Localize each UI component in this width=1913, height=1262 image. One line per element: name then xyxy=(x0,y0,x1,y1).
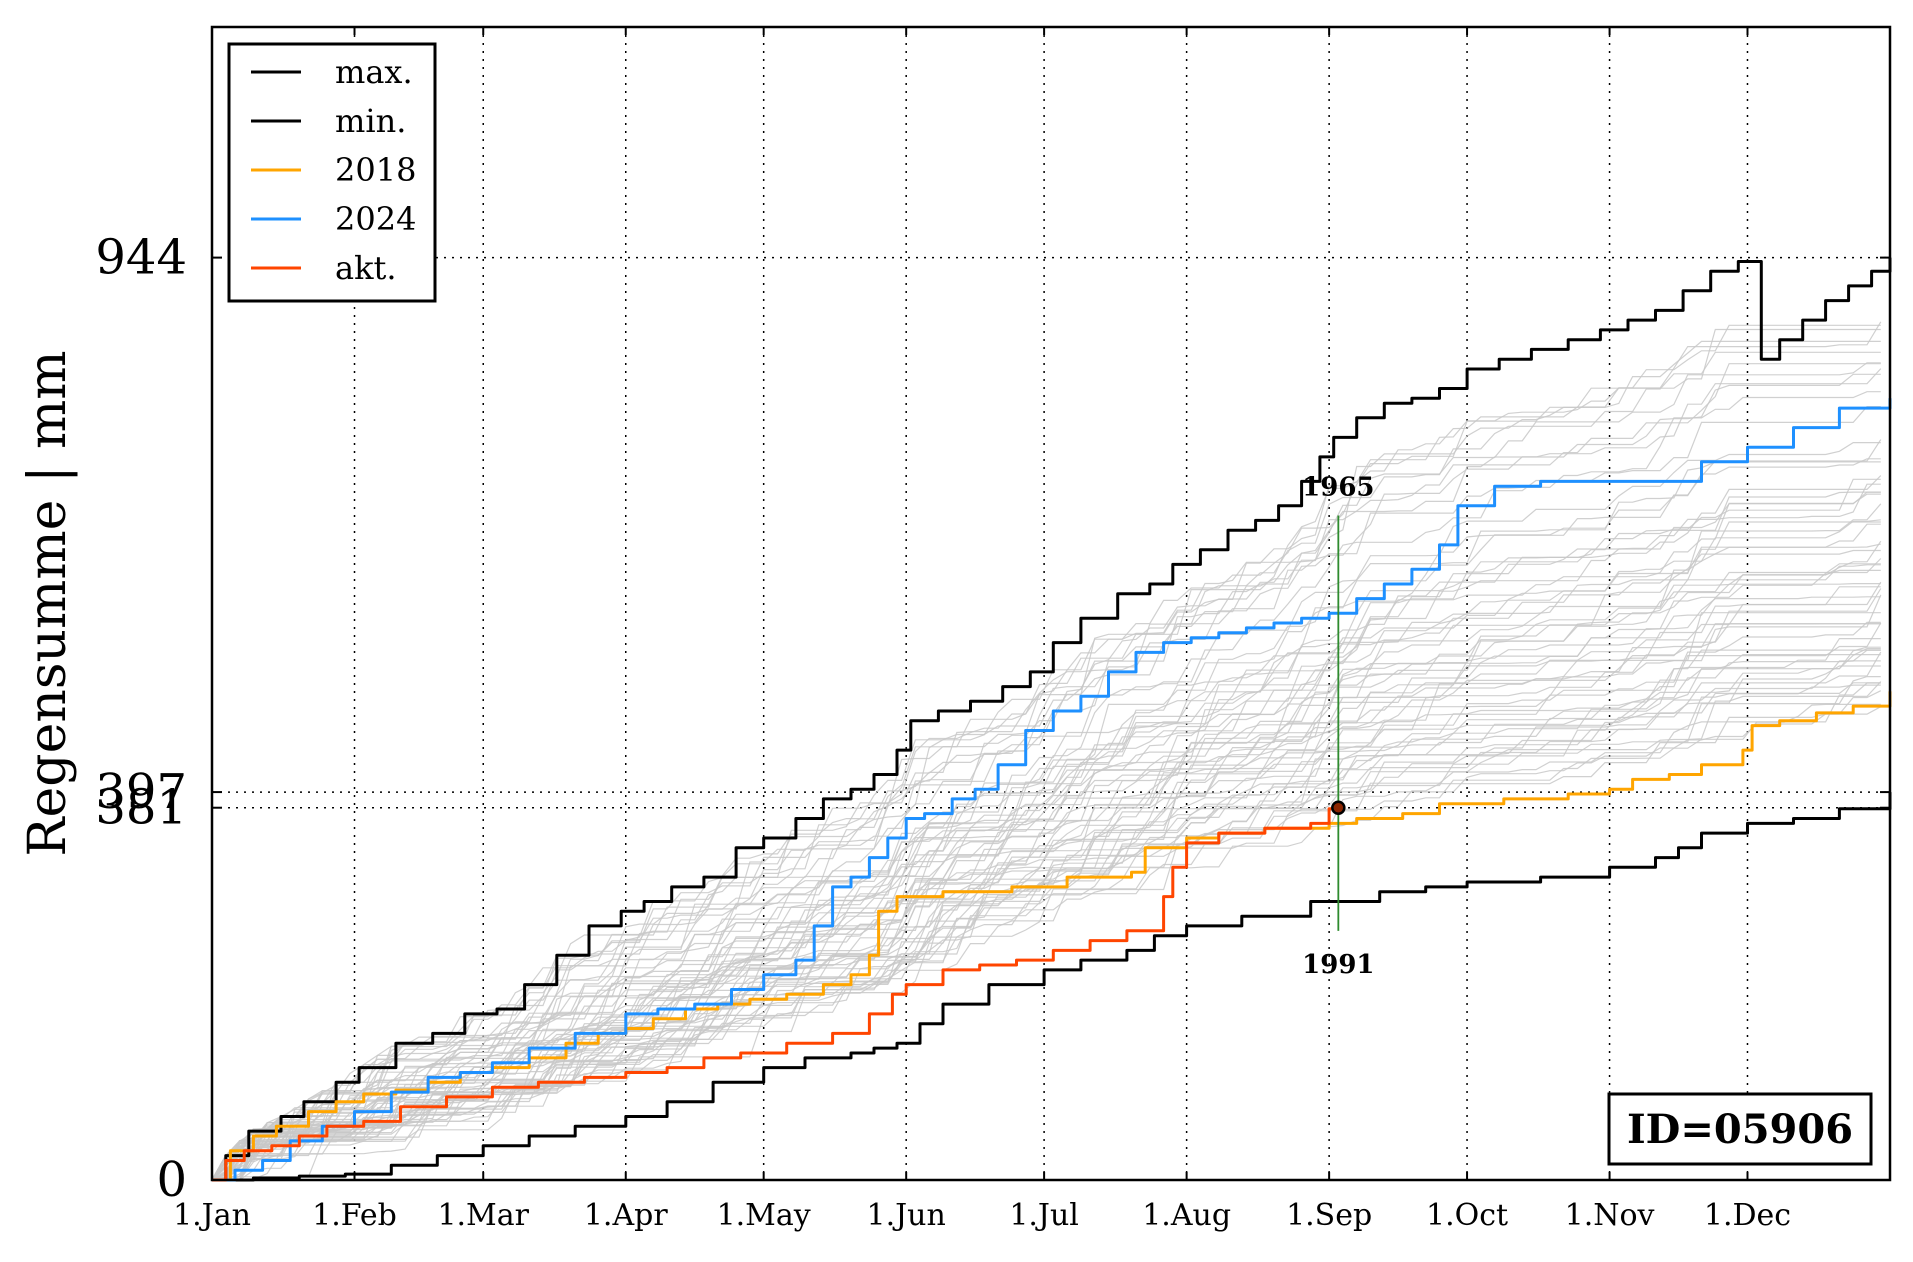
x-tick-label: 1.Jan xyxy=(173,1198,251,1233)
year-annotation: 1965 xyxy=(1302,473,1374,503)
x-tick-label: 1.Nov xyxy=(1565,1198,1655,1233)
x-axis-ticks: 1.Jan 1.Feb 1.Mar 1.Apr 1.May 1.Jun 1.Jul 1.Aug… xyxy=(173,27,1791,1233)
legend-frame xyxy=(227,42,437,303)
legend-label: min. xyxy=(335,102,406,140)
background-year-line xyxy=(211,442,1881,1181)
station-id-label: ID=05906 xyxy=(1627,1106,1853,1153)
x-tick-label: 1.Mar xyxy=(437,1198,529,1233)
series-line-min xyxy=(212,792,1892,1182)
background-year-line xyxy=(212,681,1882,1181)
background-year-line xyxy=(212,563,1881,1181)
legend-label: 2024 xyxy=(335,200,416,238)
x-tick-label: 1.May xyxy=(717,1198,811,1233)
background-year-line xyxy=(211,646,1881,1181)
year-annotation: 1991 xyxy=(1302,950,1374,980)
current-marker-group: 1965 1991 xyxy=(1302,473,1374,980)
y-axis-label: Regensumme | mm xyxy=(18,350,78,856)
plot-frame xyxy=(210,25,1892,1182)
series-line-akt xyxy=(212,807,1340,1182)
y-tick-label: 381 xyxy=(95,780,187,836)
background-year-line xyxy=(212,351,1881,1181)
background-year-line xyxy=(211,586,1881,1181)
x-tick-label: 1.Oct xyxy=(1426,1198,1508,1233)
background-year-line xyxy=(212,706,1882,1181)
background-year-line xyxy=(211,703,1881,1181)
background-year-line xyxy=(212,581,1882,1181)
legend-label: 2018 xyxy=(335,151,416,189)
legend-label: akt. xyxy=(335,249,397,287)
y-tick-label: 397 xyxy=(95,764,187,820)
background-year-line xyxy=(211,623,1881,1181)
x-tick-label: 1.Aug xyxy=(1142,1198,1231,1233)
background-year-line xyxy=(211,340,1881,1181)
background-year-line xyxy=(211,406,1881,1181)
background-year-line xyxy=(211,368,1882,1181)
background-year-line xyxy=(212,623,1881,1181)
legend-label: max. xyxy=(335,53,413,91)
background-year-line xyxy=(211,543,1881,1181)
background-year-line xyxy=(212,461,1881,1181)
background-year-line xyxy=(211,503,1882,1181)
grid-lines xyxy=(212,27,1890,1180)
x-tick-label: 1.Apr xyxy=(584,1198,668,1233)
background-year-line xyxy=(211,491,1881,1181)
x-tick-label: 1.Feb xyxy=(312,1198,397,1233)
y-tick-label: 944 xyxy=(95,230,187,286)
series-lines xyxy=(212,257,1892,1182)
current-marker xyxy=(1331,800,1346,815)
series-line-max xyxy=(212,257,1892,1182)
x-tick-label: 1.Jun xyxy=(867,1198,946,1233)
background-year-line xyxy=(212,660,1881,1181)
x-tick-label: 1.Jul xyxy=(1009,1198,1079,1233)
y-tick-label: 0 xyxy=(156,1152,187,1208)
background-year-line xyxy=(211,675,1881,1181)
background-year-line xyxy=(211,690,1882,1181)
legend: max. min. 2018 2024 akt. xyxy=(227,42,437,303)
station-id-box: ID=05906 xyxy=(1607,1092,1873,1166)
x-tick-label: 1.Sep xyxy=(1286,1198,1372,1233)
station-id-frame xyxy=(1607,1092,1873,1166)
series-line-2024 xyxy=(212,398,1892,1182)
x-tick-label: 1.Dec xyxy=(1704,1198,1791,1233)
